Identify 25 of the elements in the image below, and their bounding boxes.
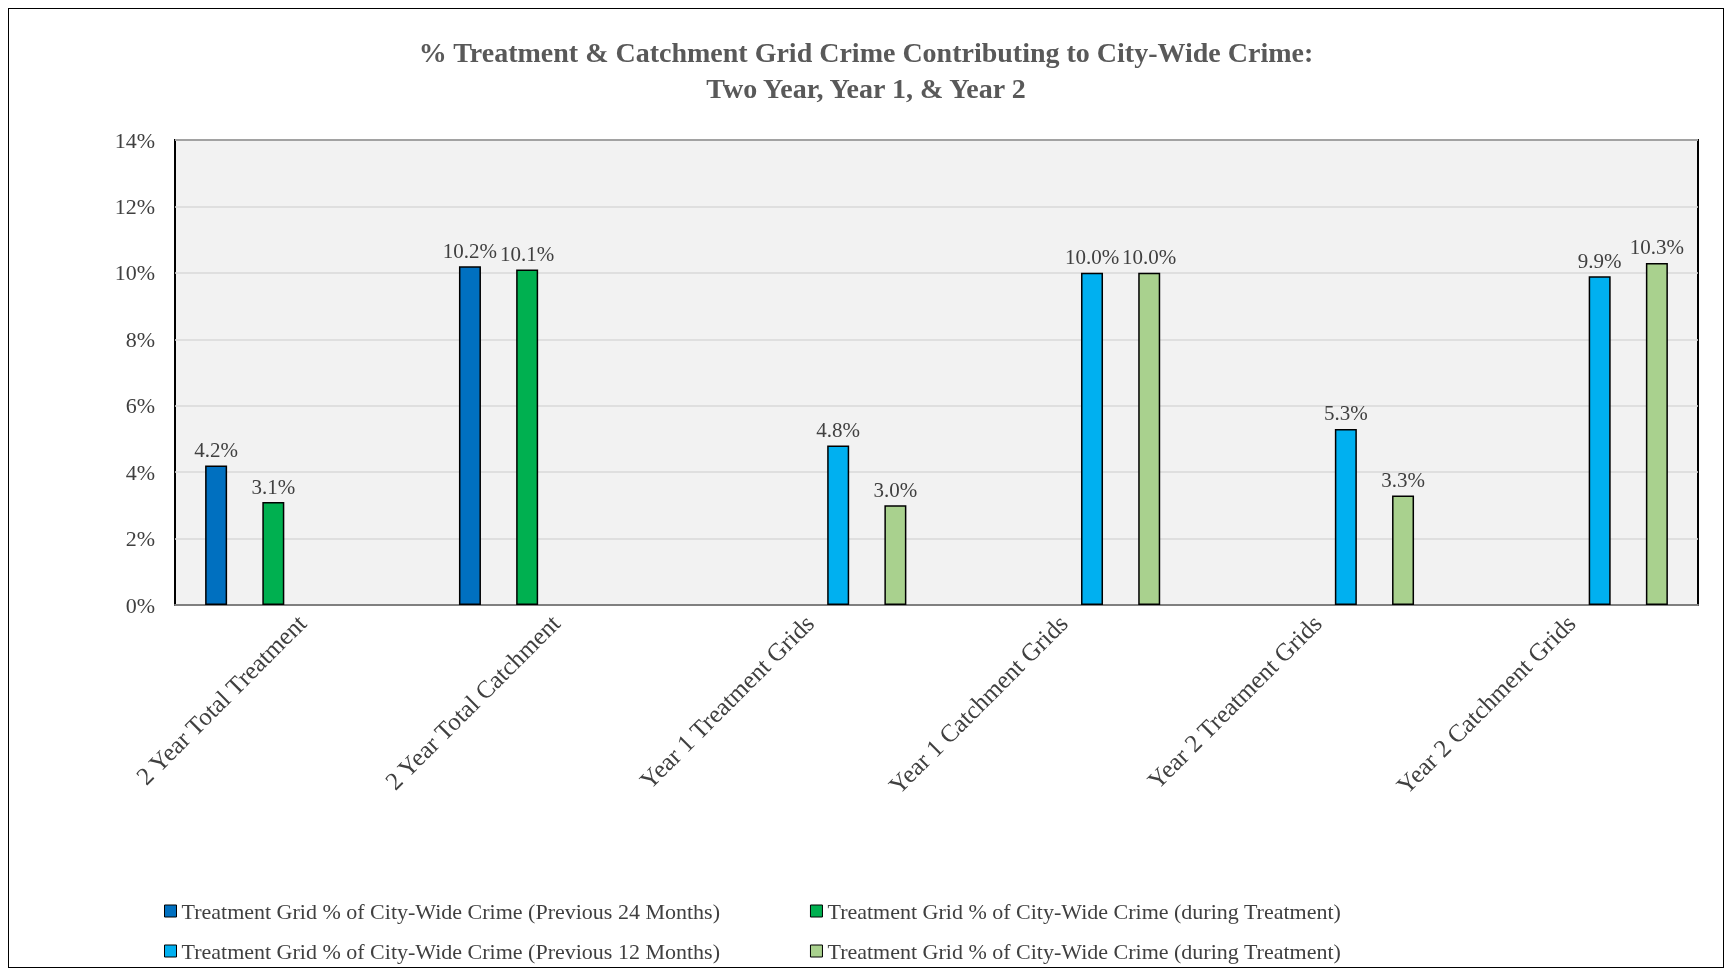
- data-label: 10.2%: [442, 238, 498, 263]
- data-label: 3.1%: [251, 474, 296, 499]
- y-tick-label: 4%: [125, 459, 155, 485]
- legend-label: Treatment Grid % of City-Wide Crime (Previous 12 Months): [181, 938, 720, 964]
- y-tick-label: 8%: [125, 326, 155, 352]
- y-tick-label: 2%: [125, 526, 155, 552]
- y-tick-label: 14%: [114, 127, 155, 153]
- data-label: 3.3%: [1381, 467, 1425, 492]
- data-label: 10.0%: [1064, 245, 1120, 270]
- data-label: 9.9%: [1577, 248, 1622, 273]
- legend-label: Treatment Grid % of City-Wide Crime (Previous 24 Months): [181, 898, 720, 924]
- data-label: 3.0%: [873, 477, 918, 502]
- data-label: 4.8%: [816, 418, 861, 443]
- data-label: 5.3%: [1323, 401, 1368, 426]
- legend-label: Treatment Grid % of City-Wide Crime (during Treatment): [827, 938, 1341, 964]
- y-tick-label: 12%: [114, 193, 155, 219]
- legend-label: Treatment Grid % of City-Wide Crime (during Treatment): [827, 898, 1341, 924]
- chart-title: % Treatment & Catchment Grid Crime Contributing to City-Wide Crime: Two Year, Year 1, & Year 2: [418, 36, 1314, 104]
- y-tick-label: 10%: [114, 260, 155, 286]
- y-tick-label: 0%: [125, 592, 155, 618]
- data-label: 10.3%: [1629, 235, 1685, 260]
- y-tick-label: 6%: [125, 393, 155, 419]
- data-label: 4.2%: [194, 438, 238, 462]
- data-label: 10.1%: [500, 242, 555, 267]
- data-label: 10.0%: [1122, 245, 1177, 270]
